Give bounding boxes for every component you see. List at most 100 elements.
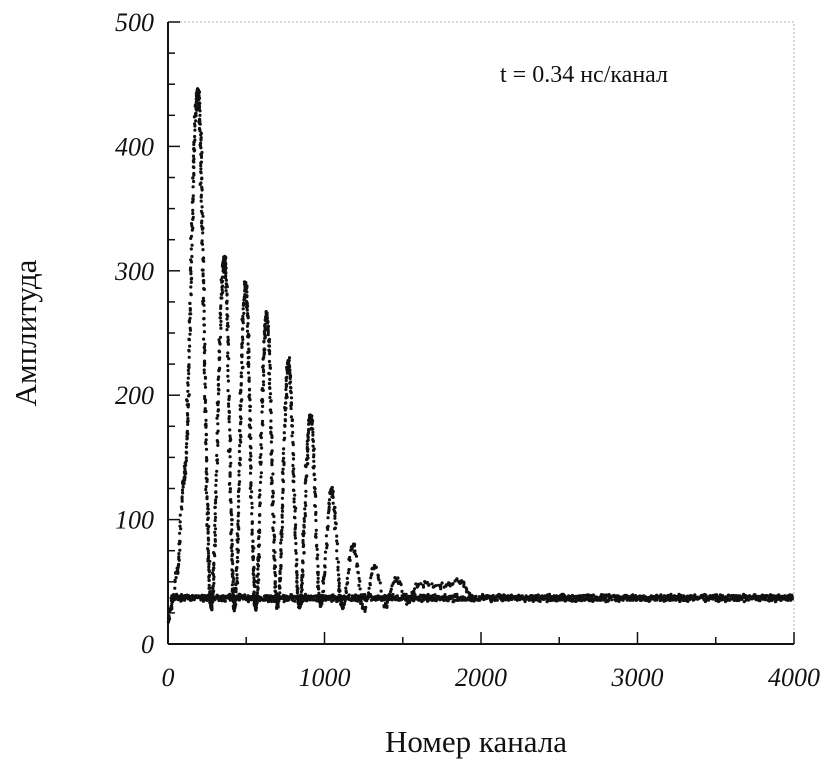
data-point <box>230 518 234 522</box>
data-point <box>248 398 252 402</box>
data-point <box>305 442 309 446</box>
data-point <box>227 410 231 414</box>
data-point <box>197 90 202 94</box>
data-point <box>314 512 318 517</box>
data-point <box>258 501 262 505</box>
data-point <box>259 471 263 475</box>
data-point <box>213 515 218 520</box>
data-point <box>218 356 222 360</box>
data-point <box>201 231 205 235</box>
data-point <box>210 571 215 575</box>
data-point <box>230 528 234 532</box>
data-point <box>304 479 308 483</box>
data-point <box>413 593 417 597</box>
data-point <box>248 393 252 397</box>
data-point <box>302 551 306 555</box>
data-point <box>226 364 230 368</box>
data-point <box>247 378 251 382</box>
data-point <box>224 300 229 304</box>
data-point <box>203 342 207 346</box>
data-point <box>259 443 263 447</box>
data-point <box>199 171 203 175</box>
data-point <box>295 591 299 595</box>
data-point <box>248 495 253 499</box>
data-point <box>210 603 214 607</box>
data-point <box>317 598 322 602</box>
data-point <box>229 461 233 465</box>
data-point <box>213 543 217 547</box>
data-point <box>747 598 751 602</box>
data-point <box>268 352 272 356</box>
data-point <box>335 542 339 546</box>
data-point <box>237 499 241 503</box>
data-point <box>243 297 247 301</box>
data-point <box>235 573 239 577</box>
data-point <box>352 543 356 547</box>
data-point <box>215 458 219 462</box>
data-point <box>173 578 177 583</box>
data-point <box>191 211 195 216</box>
data-point <box>258 513 262 517</box>
data-point <box>289 406 293 411</box>
data-point <box>260 419 265 423</box>
data-point <box>198 122 202 126</box>
data-point <box>239 416 243 421</box>
data-point <box>224 278 228 282</box>
data-point <box>330 485 334 490</box>
data-point <box>335 539 339 543</box>
data-point <box>268 349 272 354</box>
data-point <box>261 399 265 403</box>
data-point <box>192 140 196 144</box>
data-point <box>202 371 206 375</box>
data-point <box>188 344 192 348</box>
data-point <box>202 278 206 283</box>
data-point <box>179 527 183 531</box>
data-point <box>204 487 208 492</box>
data-point <box>226 449 230 453</box>
data-point <box>378 581 382 585</box>
data-point <box>204 438 208 442</box>
data-point <box>280 513 284 517</box>
data-point <box>201 226 205 230</box>
data-point <box>269 419 273 423</box>
data-point <box>219 323 223 327</box>
data-point <box>244 305 249 309</box>
data-point <box>301 569 305 574</box>
data-point <box>271 528 275 533</box>
data-point <box>230 538 234 542</box>
data-point <box>345 576 349 581</box>
plot-frame <box>167 21 795 645</box>
data-point <box>368 583 372 587</box>
data-point <box>248 451 253 455</box>
data-point <box>189 272 193 276</box>
data-point <box>307 429 311 433</box>
data-point <box>191 199 195 203</box>
data-point <box>495 598 499 602</box>
data-point <box>228 498 232 502</box>
data-point <box>236 581 240 585</box>
data-point <box>191 215 195 219</box>
data-point <box>263 332 267 336</box>
data-point <box>208 590 212 594</box>
data-point <box>304 489 308 493</box>
data-point <box>268 392 273 396</box>
data-point <box>217 375 221 379</box>
data-point <box>376 573 380 577</box>
data-point <box>288 385 293 389</box>
data-point <box>212 581 216 585</box>
data-point <box>704 593 708 598</box>
data-point <box>303 511 307 516</box>
data-point <box>241 307 245 311</box>
data-point <box>202 368 206 372</box>
data-point <box>204 447 209 451</box>
data-point <box>263 322 267 326</box>
data-point <box>204 409 208 413</box>
data-point <box>278 586 282 590</box>
data-point <box>249 484 253 488</box>
data-point <box>225 324 230 328</box>
data-point <box>281 479 286 484</box>
data-point <box>204 491 209 495</box>
data-point <box>256 567 260 571</box>
data-point <box>176 566 180 570</box>
data-point <box>267 382 272 386</box>
